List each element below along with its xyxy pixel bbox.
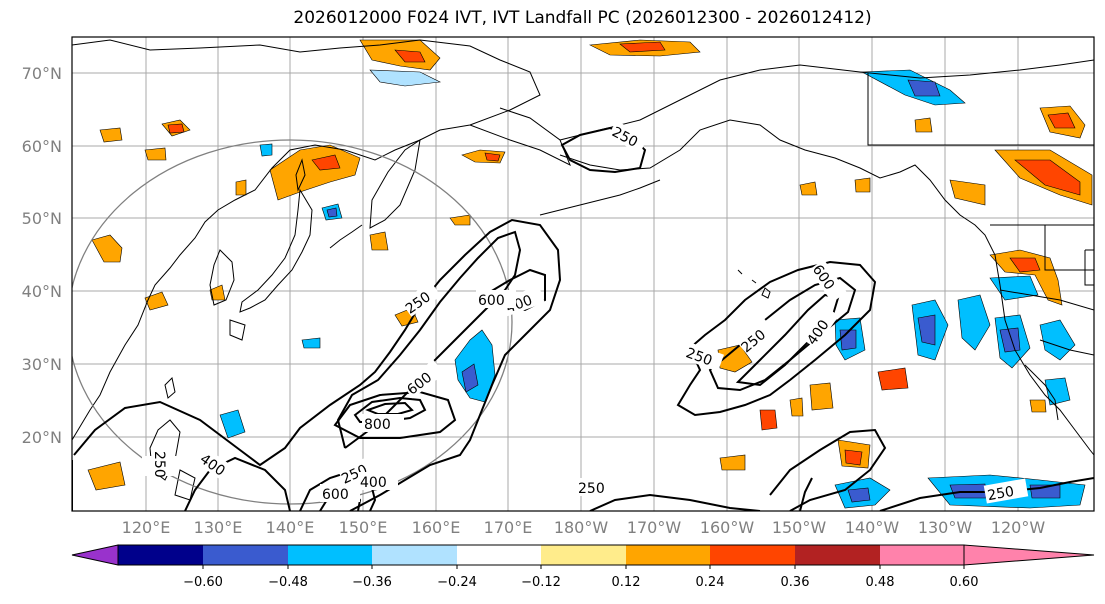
colorbar-tick-7: 0.24 xyxy=(696,575,725,590)
lon-label-170e: 170°E xyxy=(484,518,533,537)
colorbar-tick-3: −0.36 xyxy=(352,575,392,590)
lon-label-120e: 120°E xyxy=(122,518,171,537)
colorbar-segment-4 xyxy=(372,545,457,565)
colorbar-extend-low xyxy=(71,544,119,566)
lat-label-30n: 30°N xyxy=(22,355,62,374)
region-ring xyxy=(72,139,513,505)
lon-label-140e: 140°E xyxy=(266,518,315,537)
lat-label-50n: 50°N xyxy=(22,209,62,228)
contour-label-800: 800 xyxy=(364,417,391,433)
lon-labels: 120°E 130°E 140°E 150°E 160°E 170°E 180°… xyxy=(122,518,1046,537)
colorbar-tick-6: 0.12 xyxy=(612,575,641,590)
colorbar: −0.60 −0.48 −0.36 −0.24 −0.12 0.12 0.24 … xyxy=(71,544,1095,590)
lat-labels: 70°N 60°N 50°N 40°N 30°N 20°N xyxy=(22,64,62,447)
colorbar-tick-8: 0.36 xyxy=(781,575,810,590)
colorbar-segment-1 xyxy=(118,545,203,565)
contour-label-400-d: 400 xyxy=(360,475,387,491)
colorbar-segment-6 xyxy=(541,545,626,565)
lon-label-160e: 160°E xyxy=(412,518,461,537)
colorbar-segment-2 xyxy=(203,545,288,565)
contour-label-250-h: 250 xyxy=(151,451,167,478)
lon-label-120w: 120°W xyxy=(991,518,1046,537)
lat-label-60n: 60°N xyxy=(22,137,62,156)
contour-label-250-f: 250 xyxy=(986,484,1015,504)
colorbar-tick-1: −0.60 xyxy=(183,575,223,590)
lon-label-180w: 180°W xyxy=(554,518,609,537)
colorbar-segment-5 xyxy=(457,545,541,565)
lat-label-40n: 40°N xyxy=(22,282,62,301)
colorbar-segment-8 xyxy=(710,545,795,565)
contour-label-250-e: 250 xyxy=(578,481,605,497)
lat-label-20n: 20°N xyxy=(22,428,62,447)
colorbar-segment-9 xyxy=(795,545,880,565)
lon-label-150w: 150°W xyxy=(772,518,827,537)
map-frame xyxy=(71,36,1095,512)
colorbar-tick-2: −0.48 xyxy=(268,575,308,590)
lon-label-130w: 130°W xyxy=(918,518,973,537)
ivt-contours xyxy=(72,126,1094,511)
contour-label-600-a: 600 xyxy=(478,293,505,309)
colorbar-segment-7 xyxy=(626,545,710,565)
gridlines xyxy=(72,37,1094,511)
lon-label-170w: 170°W xyxy=(627,518,682,537)
coastlines xyxy=(72,39,1094,501)
colorbar-segment-10 xyxy=(880,545,964,565)
colorbar-tick-9: 0.48 xyxy=(866,575,895,590)
lat-label-70n: 70°N xyxy=(22,64,62,83)
colorbar-segment-3 xyxy=(288,545,372,565)
lon-label-130e: 130°E xyxy=(194,518,243,537)
colorbar-tick-5: −0.12 xyxy=(521,575,561,590)
lon-label-140w: 140°W xyxy=(845,518,900,537)
colorbar-tick-4: −0.24 xyxy=(437,575,477,590)
colorbar-extend-high xyxy=(963,544,1095,566)
lon-label-160w: 160°W xyxy=(700,518,755,537)
lon-label-150e: 150°E xyxy=(339,518,388,537)
colorbar-tick-10: 0.60 xyxy=(950,575,979,590)
chart-title: 2026012000 F024 IVT, IVT Landfall PC (20… xyxy=(293,8,872,28)
contour-label-600-d: 600 xyxy=(322,487,349,503)
map-content: 250 250 250 250 250 250 250 250 400 400 … xyxy=(72,37,1094,511)
